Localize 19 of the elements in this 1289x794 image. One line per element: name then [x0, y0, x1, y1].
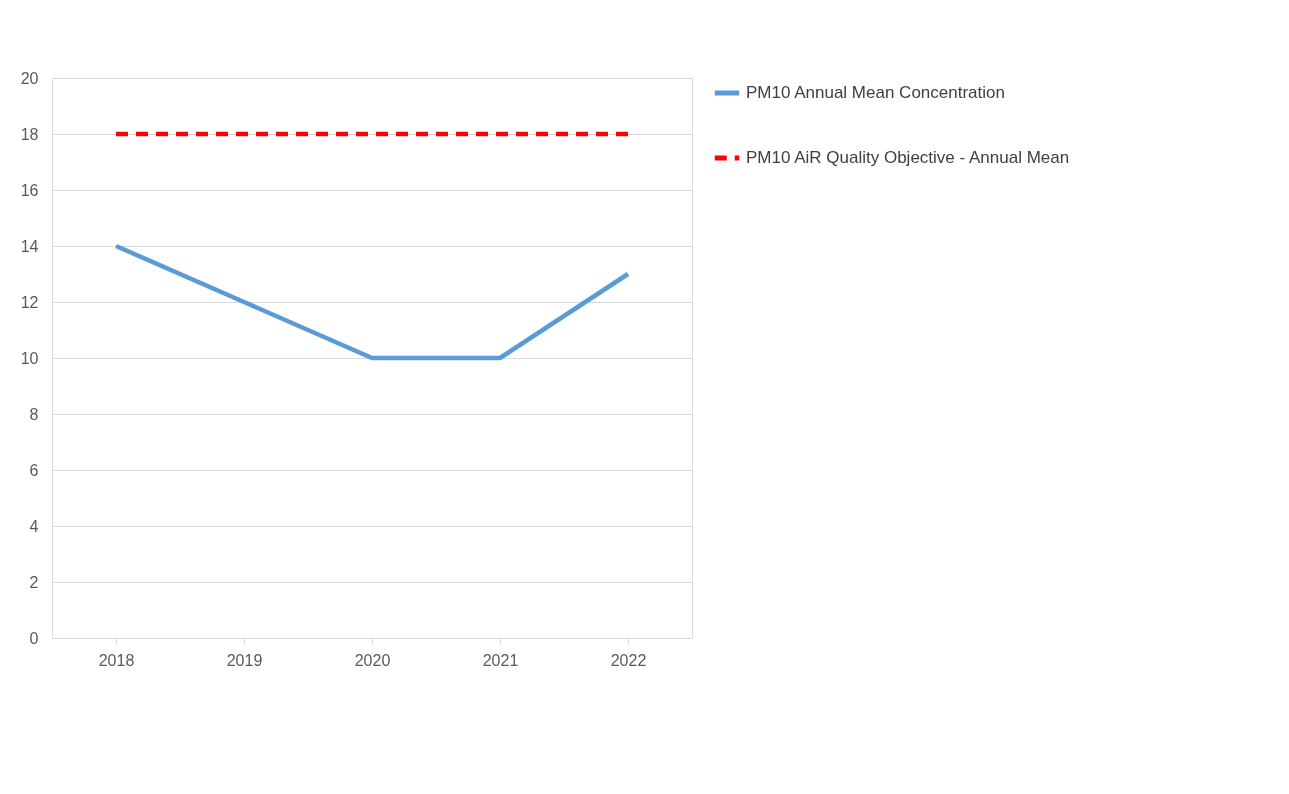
y-tick-label: 18 — [20, 125, 39, 143]
x-tick-label: 2019 — [226, 651, 263, 669]
legend-label: PM10 Annual Mean Concentration — [746, 83, 1005, 102]
x-tick-label: 2018 — [98, 651, 135, 669]
y-tick-label: 8 — [29, 405, 39, 423]
y-tick-label: 14 — [20, 237, 39, 255]
x-tick-label: 2022 — [610, 651, 647, 669]
y-tick-label: 4 — [29, 517, 39, 535]
y-tick-label: 0 — [29, 629, 39, 647]
y-tick-label: 16 — [20, 181, 39, 199]
legend-label: PM10 AiR Quality Objective - Annual Mean — [746, 148, 1070, 167]
line-series — [113, 243, 631, 361]
y-tick-label: 12 — [20, 293, 39, 311]
x-tick-label: 2021 — [482, 651, 519, 669]
y-tick-label: 20 — [20, 69, 39, 87]
x-tick-label: 2020 — [354, 651, 391, 669]
y-tick-label: 10 — [20, 349, 39, 367]
y-tick-label: 6 — [29, 461, 39, 479]
y-tick-label: 2 — [29, 573, 39, 591]
